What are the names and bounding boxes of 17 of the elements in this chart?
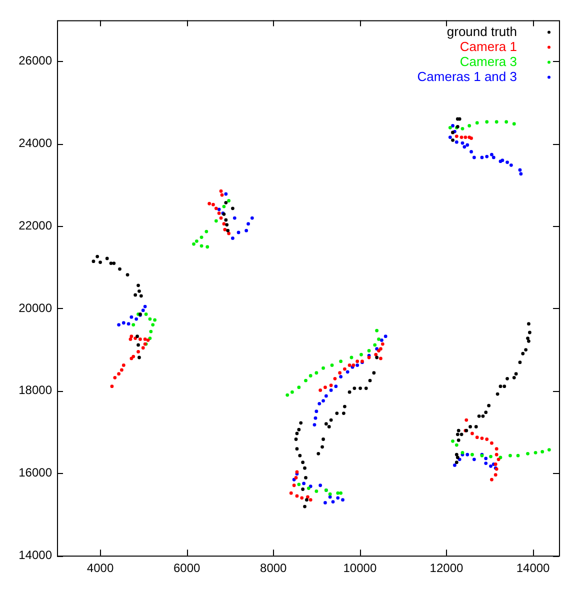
- x-tick-label: 8000: [260, 561, 288, 576]
- legend-label: Cameras 1 and 3: [417, 68, 517, 84]
- y-tick-label: 20000: [18, 300, 52, 315]
- y-tick-label: 18000: [18, 383, 52, 398]
- x-tick-label: 4000: [86, 561, 114, 576]
- y-tick-label: 14000: [18, 548, 52, 562]
- legend-label: Camera 3: [460, 54, 517, 69]
- y-tick-label: 26000: [18, 54, 52, 68]
- y-tick-label: 24000: [18, 136, 52, 150]
- x-tick-label: 14000: [516, 561, 550, 576]
- y-tick-label: 22000: [18, 218, 52, 232]
- x-tick-label: 6000: [173, 561, 200, 576]
- legend-label: Camera 1: [460, 38, 517, 54]
- x-tick-label: 10000: [343, 561, 377, 576]
- legend-label: ground truth: [446, 24, 517, 39]
- y-tick-label: 16000: [18, 466, 52, 480]
- x-tick-label: 12000: [430, 561, 464, 576]
